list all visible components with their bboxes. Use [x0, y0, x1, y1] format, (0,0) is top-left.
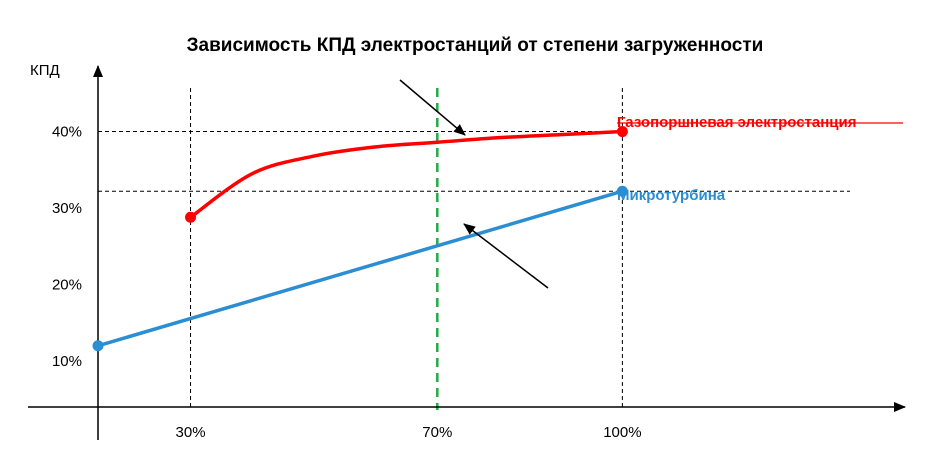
data-point-marker — [92, 340, 104, 352]
data-point-marker — [616, 126, 628, 138]
chart-title: Зависимость КПД электростанций от степен… — [187, 35, 764, 56]
data-point-marker — [185, 211, 197, 223]
y-tick-label: 40% — [52, 124, 82, 141]
series-line-0 — [188, 129, 625, 220]
x-tick-label: 30% — [176, 424, 206, 441]
y-axis-label: КПД — [30, 62, 60, 79]
y-tick-label: 20% — [52, 277, 82, 294]
annotation-arrow-lower — [463, 223, 549, 289]
tick-labels: 30% 70% 100% 10% 20% 30% 40% — [52, 124, 642, 441]
series-line-1 — [96, 189, 625, 348]
axes — [28, 65, 906, 440]
x-tick-label: 100% — [603, 424, 641, 441]
y-tick-label: 10% — [52, 353, 82, 370]
series-group — [92, 126, 628, 352]
guide-lines — [98, 88, 850, 410]
series-label-microturbine: Микротурбина — [617, 187, 726, 204]
y-tick-label: 30% — [52, 200, 82, 217]
data-point-marker — [616, 185, 628, 197]
x-tick-label: 70% — [422, 424, 452, 441]
annotation-arrow-upper — [399, 79, 466, 136]
